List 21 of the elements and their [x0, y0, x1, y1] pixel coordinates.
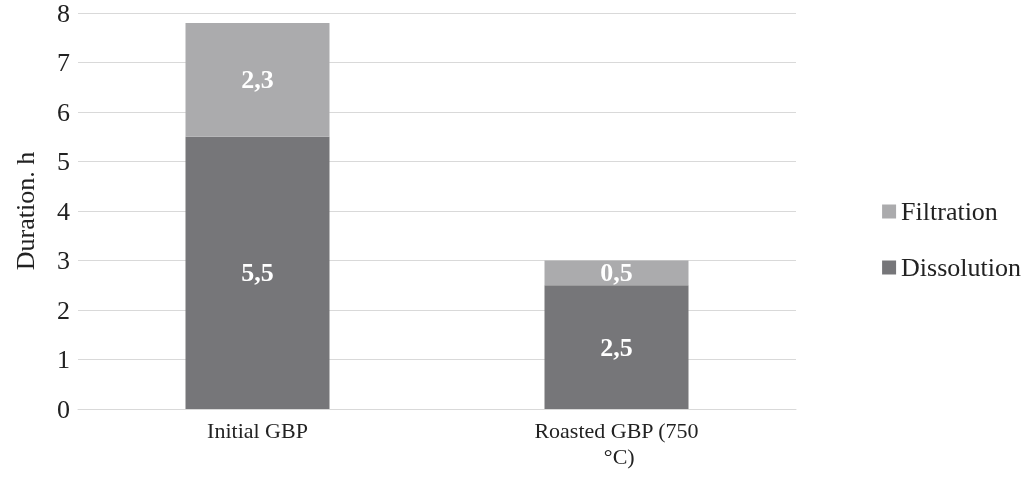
bar: [185, 22, 330, 137]
y-tick-label: 3: [57, 246, 70, 275]
y-tick-label: 4: [57, 196, 70, 226]
y-axis-title: Duration. h: [10, 151, 40, 271]
x-tick-label: Roasted GBP (750 °C): [534, 417, 699, 469]
data-label: 2,3: [241, 65, 274, 95]
y-tick-label: 6: [57, 97, 70, 127]
legend-label: Dissolution: [901, 253, 1022, 282]
y-tick-label: 1: [57, 345, 70, 374]
bar: [185, 136, 330, 409]
y-tick-label: 0: [57, 394, 70, 424]
x-tick-label: Initial GBP: [207, 417, 308, 443]
y-tick-label: 7: [57, 48, 70, 77]
legend-label: Filtration: [901, 197, 998, 226]
data-label: 5,5: [241, 258, 274, 288]
bar: [544, 285, 689, 409]
y-tick-label: 2: [57, 295, 70, 325]
y-tick-label: 8: [57, 0, 70, 28]
data-label: 2,5: [600, 332, 633, 362]
data-label: 0,5: [600, 258, 633, 288]
y-tick-label: 5: [57, 147, 70, 176]
